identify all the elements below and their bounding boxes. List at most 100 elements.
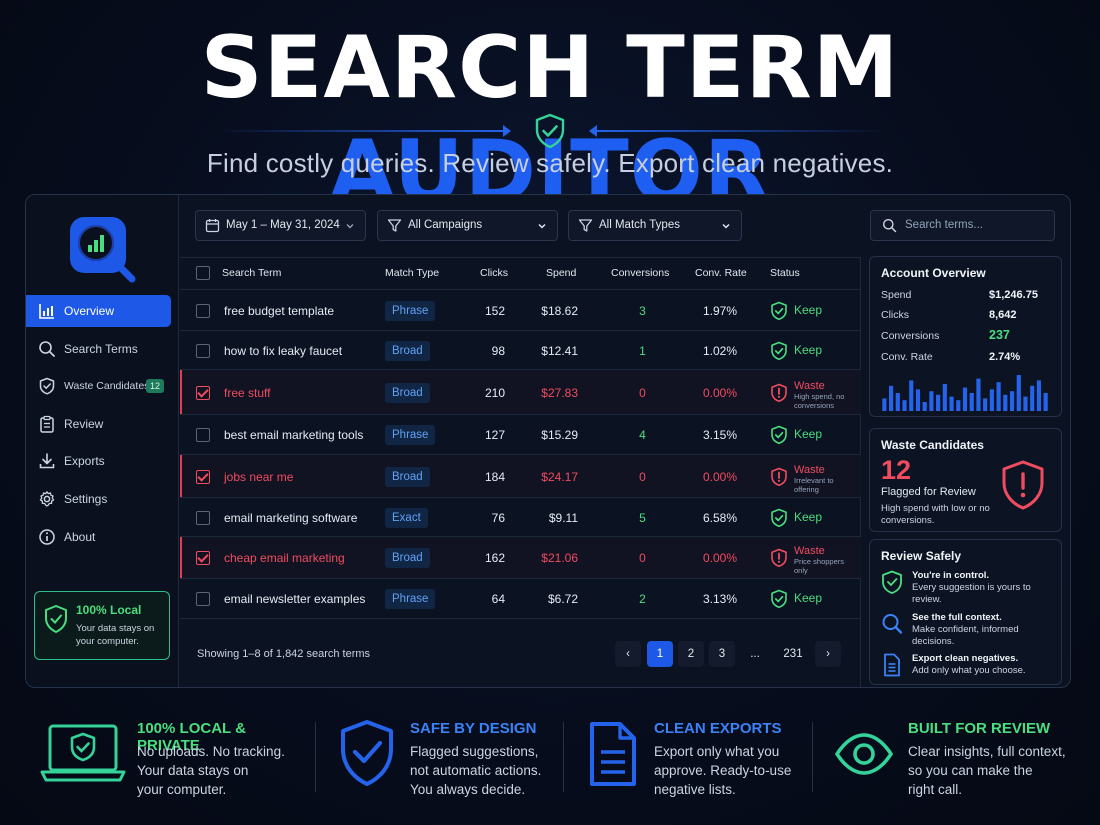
review-item: You're in control. Every suggestion is y… <box>881 570 1056 606</box>
row-checkbox[interactable] <box>196 304 210 318</box>
row-checkbox[interactable] <box>196 469 210 484</box>
trend-bar <box>1016 375 1021 411</box>
trend-bar <box>1043 393 1048 411</box>
col-conversions[interactable]: Conversions <box>611 267 670 279</box>
match-type-filter[interactable]: All Match Types <box>568 210 742 241</box>
pagination-prev-button[interactable]: ‹ <box>615 641 641 667</box>
sidebar-item-about[interactable]: About <box>26 521 171 553</box>
match-type-tag: Broad <box>385 548 430 568</box>
search-input[interactable]: Search terms... <box>870 210 1055 241</box>
feature-desc-line: Your data stays on <box>137 763 249 778</box>
search-term-cell: how to fix leaky faucet <box>224 343 343 358</box>
app-window: Overview Search Terms Waste Candidates 1… <box>25 194 1071 688</box>
shield-check-icon <box>770 508 788 528</box>
status-note: High spend, no conversions <box>794 391 845 410</box>
table-row[interactable]: best email marketing tools Phrase 127 $15.2… <box>180 415 861 455</box>
shield-check-icon <box>882 570 902 594</box>
sidebar-item-overview[interactable]: Overview <box>26 295 171 327</box>
search-placeholder: Search terms... <box>905 219 983 231</box>
row-checkbox[interactable] <box>196 551 210 565</box>
document-icon <box>590 722 636 786</box>
search-terms-table: Search Term Match Type Clicks Spend Conv… <box>180 257 861 687</box>
search-icon <box>882 614 903 634</box>
sidebar-item-search-terms[interactable]: Search Terms <box>26 333 171 365</box>
spend-cell: $27.83 <box>541 385 578 400</box>
feature-desc: No uploads. No tracking. Your data stays… <box>137 742 285 799</box>
sidebar-item-waste-candidates[interactable]: Waste Candidates 12 <box>26 370 171 402</box>
status-label: Waste <box>794 463 825 476</box>
gear-icon <box>39 491 55 507</box>
pagination-summary: Showing 1–8 of 1,842 search terms <box>197 648 371 660</box>
review-item: Export clean negatives. Add only what yo… <box>881 653 1056 681</box>
status-label: Keep <box>794 591 823 605</box>
table-row[interactable]: cheap email marketing Broad 162 $21.06 0 0.00… <box>180 537 861 579</box>
trend-bar <box>989 389 994 411</box>
feature-desc-line: No uploads. No tracking. <box>137 744 285 759</box>
row-checkbox[interactable] <box>196 428 210 442</box>
conversions-cell: 0 <box>639 385 646 400</box>
search-term-cell: email marketing software <box>224 510 358 525</box>
chevron-down-icon <box>722 223 730 229</box>
search-term-cell: free stuff <box>224 385 271 400</box>
spend-cell: $6.72 <box>547 592 578 606</box>
feature-desc: Clear insights, full context, so you can… <box>908 742 1066 799</box>
sidebar-item-label: Exports <box>64 454 105 469</box>
table-row[interactable]: email marketing software Exact 76 $9.11 5 6.5… <box>180 498 861 537</box>
col-search-term[interactable]: Search Term <box>222 267 282 279</box>
row-checkbox[interactable] <box>196 510 210 525</box>
table-row[interactable]: free stuff Broad 210 $27.83 0 0.00% Waste High … <box>180 370 861 415</box>
sidebar-item-settings[interactable]: Settings <box>26 483 171 515</box>
waste-candidates-panel[interactable]: Waste Candidates 12 Flagged for Review H… <box>869 428 1062 532</box>
feature-desc-line: You always decide. <box>410 782 526 797</box>
feature-divider <box>812 722 813 792</box>
clicks-cell: 76 <box>491 510 505 525</box>
conversions-cell: 4 <box>639 428 646 442</box>
count-badge: 12 <box>146 379 165 394</box>
sidebar-item-exports[interactable]: Exports <box>26 445 171 477</box>
campaign-filter[interactable]: All Campaigns <box>377 210 558 241</box>
trend-bar <box>922 402 927 411</box>
status-label: Waste <box>794 545 825 557</box>
col-clicks[interactable]: Clicks <box>480 267 508 279</box>
status-label: Keep <box>794 427 823 441</box>
chevron-down-icon <box>346 224 354 229</box>
download-icon <box>39 453 55 469</box>
table-row[interactable]: free budget template Phrase 152 $18.62 3 1.97… <box>180 291 861 331</box>
table-row[interactable]: jobs near me Broad 184 $24.17 0 0.00% Waste Irr… <box>180 455 861 498</box>
review-item-heading: See the full context. <box>912 612 1002 623</box>
spend-cell: $24.17 <box>541 469 578 484</box>
trend-bar <box>882 398 887 411</box>
col-conv-rate[interactable]: Conv. Rate <box>695 267 747 279</box>
shield-alert-icon <box>770 383 788 403</box>
row-checkbox[interactable] <box>196 385 210 400</box>
sidebar-item-review[interactable]: Review <box>26 408 171 440</box>
pagination-page-last[interactable]: 231 <box>783 648 803 660</box>
shield-check-icon <box>770 301 788 321</box>
trend-bar <box>1036 380 1042 411</box>
feature-desc-line: Clear insights, full context, <box>908 744 1066 759</box>
stat-conv-rate-value: 2.74% <box>989 351 1021 363</box>
pagination-page-2[interactable]: 2 <box>678 641 704 667</box>
col-spend[interactable]: Spend <box>546 267 577 279</box>
date-range-value: May 1 – May 31, 2024 <box>226 219 340 231</box>
row-checkbox[interactable] <box>196 592 210 606</box>
search-term-cell: cheap email marketing <box>224 551 345 565</box>
pagination-next-button[interactable]: › <box>815 641 841 667</box>
col-match-type[interactable]: Match Type <box>385 267 440 279</box>
row-checkbox[interactable] <box>196 343 210 358</box>
search-icon <box>883 219 897 233</box>
pagination-page-1[interactable]: 1 <box>647 641 673 667</box>
clicks-cell: 162 <box>484 551 505 565</box>
shield-check-icon <box>535 113 565 149</box>
filter-icon <box>578 219 593 232</box>
review-item-desc: Make confident, informed decisions. <box>912 624 1019 647</box>
select-all-checkbox[interactable] <box>196 266 210 280</box>
table-row[interactable]: email newsletter examples Phrase 64 $6.72 2 3… <box>180 579 861 619</box>
pagination-page-3[interactable]: 3 <box>709 641 735 667</box>
table-row[interactable]: how to fix leaky faucet Broad 98 $12.41 1 1.0… <box>180 331 861 370</box>
stat-label: Conv. Rate <box>881 351 933 363</box>
stat-spend-value: $1,246.75 <box>989 289 1038 301</box>
hero-tagline: Find costly queries. Review safely. Expo… <box>206 148 894 178</box>
date-range-picker[interactable]: May 1 – May 31, 2024 <box>195 210 366 241</box>
col-status[interactable]: Status <box>770 267 800 279</box>
